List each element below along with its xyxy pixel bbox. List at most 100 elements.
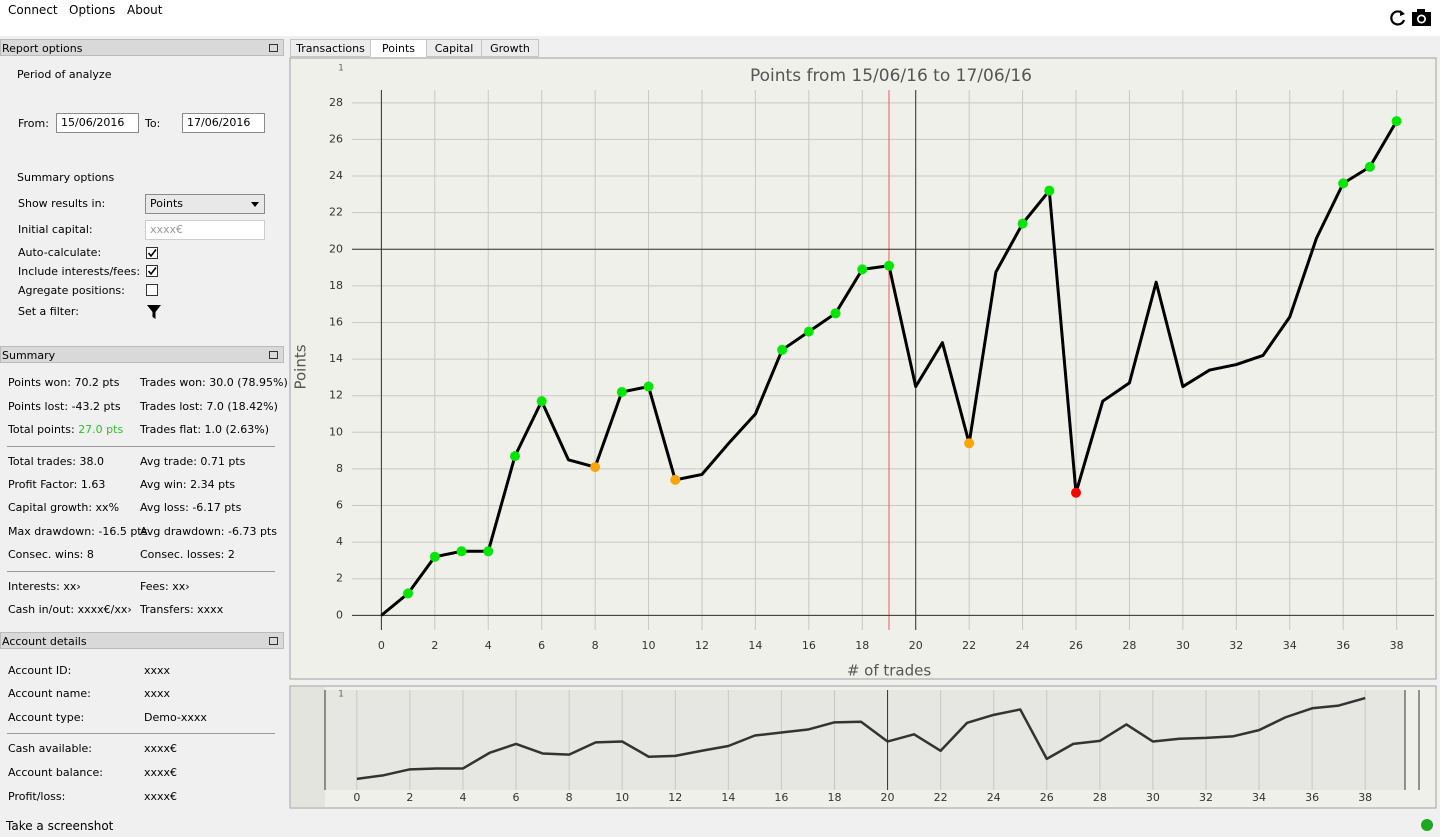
summary-label: Avg loss: -6.17 pts [140,501,242,514]
menu-bar: Connect Options About [0,0,1440,36]
x-tick-label: 26 [1040,791,1054,804]
summary-label: Trades lost: 7.0 (18.42%) [140,400,278,413]
account-value: xxxx€ [144,742,178,755]
x-tick-label: 38 [1390,639,1404,652]
menu-item[interactable]: Connect [8,3,58,17]
y-tick-label: 12 [329,389,343,402]
x-tick-label: 8 [592,639,599,652]
summary-label: Fees: xx› [140,580,190,593]
y-tick-label: 16 [329,315,343,328]
summary-label: Consec. wins: 8 [8,548,94,561]
label: Period of analyze [17,68,112,81]
data-point [857,264,868,275]
account-value: xxxx [144,687,171,700]
x-tick-label: 18 [827,791,841,804]
menu-item[interactable]: About [127,3,163,17]
combo-value: Points [150,197,184,210]
date-value: 15/06/2016 [61,116,125,129]
combo-box[interactable]: Points [145,194,265,214]
x-tick-label: 14 [748,639,762,652]
tab[interactable]: Points [370,39,427,57]
summary-label: Points won: 70.2 pts [8,376,120,389]
panel-header: Account details [0,632,284,649]
placeholder: xxxx€ [150,223,184,236]
data-point [1364,161,1375,172]
y-axis-label: Points [292,344,310,389]
data-point [403,588,414,599]
data-point [830,308,841,319]
x-tick-label: 30 [1146,791,1160,804]
data-point [883,260,894,271]
label: From: [18,117,49,130]
x-tick-label: 4 [485,639,492,652]
label: Show results in: [18,197,106,210]
x-tick-label: 2 [406,791,413,804]
data-point [1044,185,1055,196]
y-tick-label: 20 [329,242,343,255]
summary-label: Max drawdown: -16.5 pts [8,525,148,538]
chart-frame [289,57,1437,680]
refresh-button[interactable] [1388,8,1408,28]
account-label: Cash available: [8,742,92,755]
data-point [964,438,975,449]
summary-label: Interests: xx› [8,580,81,593]
y-tick-label: 0 [336,608,343,621]
data-point [1338,178,1349,189]
tab[interactable]: Capital [426,39,482,57]
account-label: Account balance: [8,766,103,779]
summary-value: 27.0 pts [78,423,124,436]
x-tick-label: 22 [962,639,976,652]
menu-item[interactable]: Options [69,3,116,17]
y-tick-label: 8 [336,462,343,475]
tab[interactable]: Transactions [290,39,371,57]
data-point [1017,218,1028,229]
summary-label: Avg trade: 0.71 pts [140,455,246,468]
x-tick-label: 12 [668,791,682,804]
combo-arrow [251,202,259,211]
data-point [777,344,788,355]
status-text: Take a screenshot [6,819,114,833]
x-tick-label: 24 [987,791,1001,804]
x-tick-label: 10 [615,791,629,804]
data-point [456,546,467,557]
checkbox[interactable] [146,284,158,296]
date-picker[interactable]: 17/06/2016 [182,113,265,133]
account-value: xxxx€ [144,766,178,779]
x-tick-label: 14 [721,791,735,804]
check-mark [147,267,157,276]
date-picker[interactable]: 15/06/2016 [56,113,139,133]
label: Auto-calculate: [18,246,102,259]
checkbox[interactable] [146,247,158,259]
summary-label: Trades flat: 1.0 (2.63%) [140,423,270,436]
x-tick-label: 32 [1229,639,1243,652]
tab[interactable]: Growth [481,39,539,57]
x-tick-label: 36 [1305,791,1319,804]
data-point [803,326,814,337]
filter-button[interactable] [147,304,161,320]
x-tick-label: 26 [1069,639,1083,652]
summary-label: Avg drawdown: -6.73 pts [140,525,277,538]
x-tick-label: 28 [1093,791,1107,804]
data-line [356,696,1366,781]
label: Include interests/fees: [18,265,141,278]
y-tick-label: 6 [336,499,343,512]
data-point [643,381,654,392]
summary-label: Profit Factor: 1.63 [8,478,106,491]
text-input[interactable]: xxxx€ [145,220,265,240]
label: Agregate positions: [18,284,125,297]
x-tick-label: 36 [1336,639,1350,652]
x-tick-label: 18 [855,639,869,652]
account-label: Account name: [8,687,91,700]
corner-label: 1 [338,690,344,700]
summary-label: Trades won: 30.0 (78.95%) [140,376,288,389]
x-tick-label: 8 [566,791,573,804]
x-tick-label: 30 [1176,639,1190,652]
x-tick-label: 6 [513,791,520,804]
data-point [536,396,547,407]
data-point [429,551,440,562]
data-point [670,474,681,485]
checkbox[interactable] [146,265,158,277]
screenshot-button[interactable] [1411,8,1433,28]
